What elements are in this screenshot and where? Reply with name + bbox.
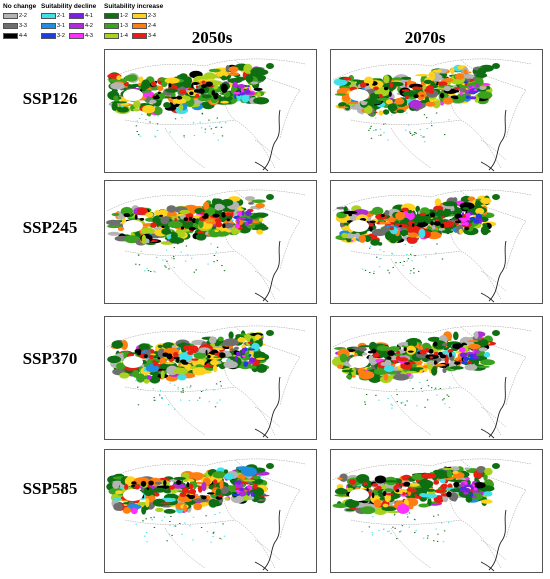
map-ssp126-2050s <box>104 49 317 173</box>
legend-item: 2-4 <box>132 23 156 29</box>
legend-swatch <box>3 13 18 19</box>
legend-swatch <box>3 33 18 39</box>
legend-code: 1-2 <box>120 13 128 19</box>
map-artwork <box>332 189 532 303</box>
column-title-2070s: 2070s <box>404 28 446 47</box>
legend-item: 3-3 <box>3 23 27 29</box>
legend-swatch <box>104 23 119 29</box>
legend-code: 2-4 <box>148 23 156 29</box>
legend-code: 2-1 <box>57 13 65 19</box>
legend-swatch <box>132 23 147 29</box>
legend-code: 4-3 <box>85 33 93 39</box>
map-ssp370-2070s <box>330 316 543 440</box>
legend-swatch <box>132 33 147 39</box>
map-ssp126-2070s <box>330 49 543 173</box>
map-artwork <box>332 58 532 172</box>
row-label-ssp585: SSP585 <box>22 479 78 498</box>
legend-item: 1-2 <box>104 13 128 19</box>
row-label-ssp370: SSP370 <box>22 349 78 368</box>
map-ssp245-2070s <box>330 180 543 304</box>
legend-group-suitability-increase: Suitability increase 1-2 1-3 1-4 2-3 2-4… <box>104 3 164 39</box>
legend-swatch <box>104 33 119 39</box>
map-ssp585-2050s <box>104 449 317 573</box>
legend-item: 1-4 <box>104 33 128 39</box>
legend-item: 4-4 <box>3 33 27 39</box>
legend-item: 2-2 <box>3 13 27 19</box>
column-title-2050s: 2050s <box>191 28 233 47</box>
legend-group-no-change: No change 2-2 3-3 4-4 <box>3 3 37 39</box>
legend-code: 3-4 <box>148 33 156 39</box>
legend-item: 4-1 <box>69 13 93 19</box>
legend-swatch <box>41 13 56 19</box>
legend-item: 3-1 <box>41 23 65 29</box>
legend-code: 2-3 <box>148 13 156 19</box>
legend-swatch <box>132 13 147 19</box>
legend-title: Suitability decline <box>41 3 97 10</box>
map-artwork <box>106 458 306 572</box>
map-ssp370-2050s <box>104 316 317 440</box>
legend-swatch <box>3 23 18 29</box>
legend-item: 2-1 <box>41 13 65 19</box>
legend-code: 4-1 <box>85 13 93 19</box>
legend-code: 4-4 <box>19 33 27 39</box>
row-label-ssp126: SSP126 <box>22 89 78 108</box>
legend-title: Suitability increase <box>104 3 164 10</box>
legend-item: 3-2 <box>41 33 65 39</box>
legend-swatch <box>69 13 84 19</box>
map-artwork <box>332 325 532 439</box>
legend-item: 3-4 <box>132 33 156 39</box>
map-artwork <box>106 325 306 439</box>
map-artwork <box>106 189 306 303</box>
legend-code: 1-4 <box>120 33 128 39</box>
legend-code: 3-3 <box>19 23 27 29</box>
legend-code: 4-2 <box>85 23 93 29</box>
map-ssp245-2050s <box>104 180 317 304</box>
legend-item: 2-3 <box>132 13 156 19</box>
legend-swatch <box>104 13 119 19</box>
legend-swatch <box>41 33 56 39</box>
legend-swatch <box>41 23 56 29</box>
legend-item: 1-3 <box>104 23 128 29</box>
legend-title: No change <box>3 3 37 10</box>
legend-group-suitability-decline: Suitability decline 2-1 3-1 3-2 4-1 4-2 … <box>41 3 97 39</box>
legend-item: 4-2 <box>69 23 93 29</box>
legend-item: 4-3 <box>69 33 93 39</box>
legend-code: 2-2 <box>19 13 27 19</box>
map-artwork <box>332 458 532 572</box>
legend-swatch <box>69 33 84 39</box>
map-ssp585-2070s <box>330 449 543 573</box>
map-artwork <box>106 58 306 172</box>
legend-code: 3-1 <box>57 23 65 29</box>
legend-swatch <box>69 23 84 29</box>
row-label-ssp245: SSP245 <box>22 218 78 237</box>
legend-code: 1-3 <box>120 23 128 29</box>
legend-code: 3-2 <box>57 33 65 39</box>
